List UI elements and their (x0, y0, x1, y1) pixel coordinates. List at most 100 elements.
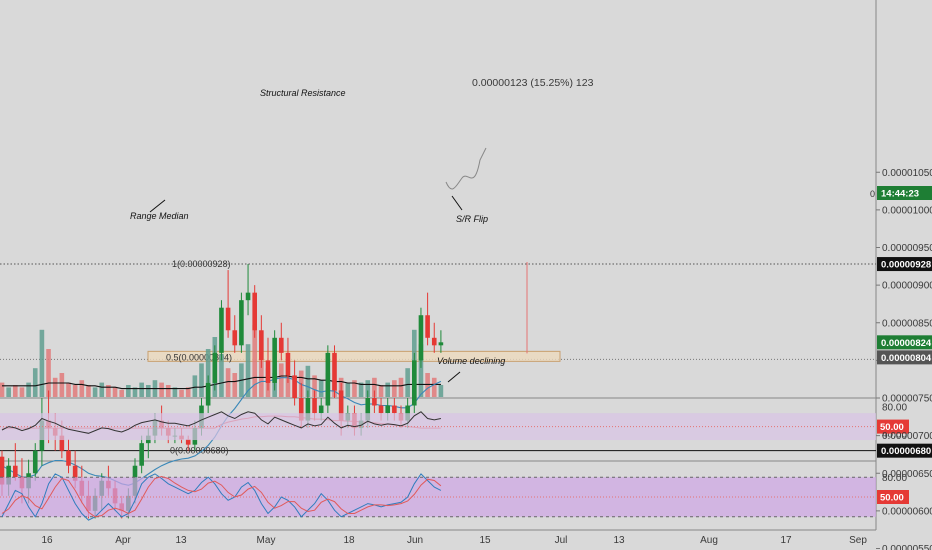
volume-bar (372, 377, 377, 397)
volume-bar (0, 382, 5, 397)
price-axis[interactable]: 0.00001050 0.00001000 0.00000950 0.00000900… (876, 168, 932, 550)
volume-bar (26, 382, 31, 397)
volume-bar (279, 363, 284, 397)
candle-body (252, 292, 257, 331)
range-median-zone (147, 350, 561, 362)
price-tag (877, 257, 932, 272)
price-tick-label: 0.00000700 (882, 431, 932, 442)
volume-bar (59, 373, 65, 397)
price-tick-label: 0.00000750 (882, 394, 932, 405)
range-median-label: Range Median (130, 211, 189, 221)
volume-bar (418, 344, 424, 397)
volume-bar (352, 380, 357, 397)
time-tick-label: 18 (343, 535, 355, 546)
volume-bar (192, 375, 198, 397)
volume-bar (318, 380, 324, 397)
time-tick-label: 16 (41, 535, 53, 546)
candle-body (239, 300, 244, 346)
price-tick-label: 0.00000900 (882, 281, 932, 292)
volume-ma-line (2, 375, 441, 390)
volume-bar (232, 373, 238, 397)
volume-bar (39, 329, 45, 397)
rsi-line (1, 411, 442, 434)
price-tick-label: 0.00000550 (882, 544, 932, 550)
candle-body (312, 398, 317, 414)
price-tag (877, 186, 932, 200)
time-tick-label: Aug (700, 535, 718, 546)
volume-bar (358, 382, 364, 397)
volume-bar (438, 385, 444, 397)
time-tick-label: 13 (175, 535, 187, 546)
volume-bar (86, 385, 91, 397)
volume-bar (405, 368, 410, 397)
stoch-d-line (1, 475, 442, 518)
candle-body (66, 450, 71, 466)
current-level-marker: 0 (870, 189, 875, 199)
volume-bar (106, 385, 111, 397)
price-tag (877, 350, 932, 365)
rsi-value-tag (877, 419, 909, 434)
rsi-tick-label: 80.00 (882, 402, 907, 413)
candle-body (32, 450, 38, 474)
volume-bar (259, 361, 264, 397)
volume-bar (398, 377, 404, 397)
candle-body (365, 398, 371, 421)
candle-body (13, 465, 18, 478)
candle-body (372, 398, 377, 406)
fib-level-label: 1(0.00000928) (172, 259, 231, 269)
candle-body (0, 456, 5, 485)
candle-body (139, 443, 144, 466)
candle-body (259, 330, 264, 361)
candle-body (418, 315, 424, 361)
volume-bar (425, 373, 430, 397)
volume-bar (159, 382, 164, 397)
stoch-pane[interactable]: 80.00 50.00 (0, 473, 909, 521)
volume-bar (312, 375, 317, 397)
price-tag-label: 0.00000928 (881, 260, 931, 271)
candle-body (292, 375, 297, 398)
volume-bar (385, 382, 390, 397)
volume-bar (119, 389, 124, 397)
measure-label: 0.00000123 (15.25%) 123 (472, 77, 594, 89)
candle-body (272, 337, 277, 383)
volume-bar (245, 344, 251, 397)
time-tick-label: Sep (849, 535, 867, 546)
volume-bar (72, 385, 78, 397)
rsi-value-label: 50.00 (880, 422, 904, 433)
projected-path (445, 147, 487, 190)
time-tick-label: Apr (115, 535, 131, 546)
candle-body (232, 330, 238, 346)
candle-body (438, 342, 444, 346)
volume-bar (365, 380, 371, 397)
annotations: Structural Resistance Range Median S/R F… (130, 77, 875, 366)
range-median-arrow (149, 199, 166, 213)
volume-bar (345, 382, 351, 397)
volume-bar (6, 387, 11, 397)
candle-body (405, 405, 410, 421)
candle-body (325, 352, 331, 406)
volume-bar (146, 385, 151, 397)
volume-bar (392, 380, 397, 397)
volume-bar (305, 365, 311, 397)
rsi-tick-label: 40.00 (882, 429, 907, 440)
candle-body (332, 352, 337, 391)
price-tick-label: 0.00000600 (882, 506, 932, 517)
sr-flip-arrow (451, 195, 463, 211)
volume-arrow (447, 371, 461, 383)
fib-level-label: 0.5(0.00000804) (166, 352, 232, 362)
time-axis[interactable]: 16 Apr 13 May 18 Jun 15 Jul 13 Aug 17 Sep (41, 535, 867, 546)
volume-bar (139, 382, 144, 397)
volume-bar (165, 385, 171, 397)
time-tick-label: Jun (407, 535, 423, 546)
price-tag-label: 0.00000680 (881, 446, 931, 457)
candle-body (205, 382, 211, 406)
time-tick-label: 13 (613, 535, 625, 546)
volume-bar (172, 387, 178, 397)
price-tick-label: 0.00001050 (882, 168, 932, 179)
sr-flip-label: S/R Flip (456, 214, 488, 224)
candle-body (6, 465, 11, 485)
price-tick-label: 0.00000650 (882, 469, 932, 480)
